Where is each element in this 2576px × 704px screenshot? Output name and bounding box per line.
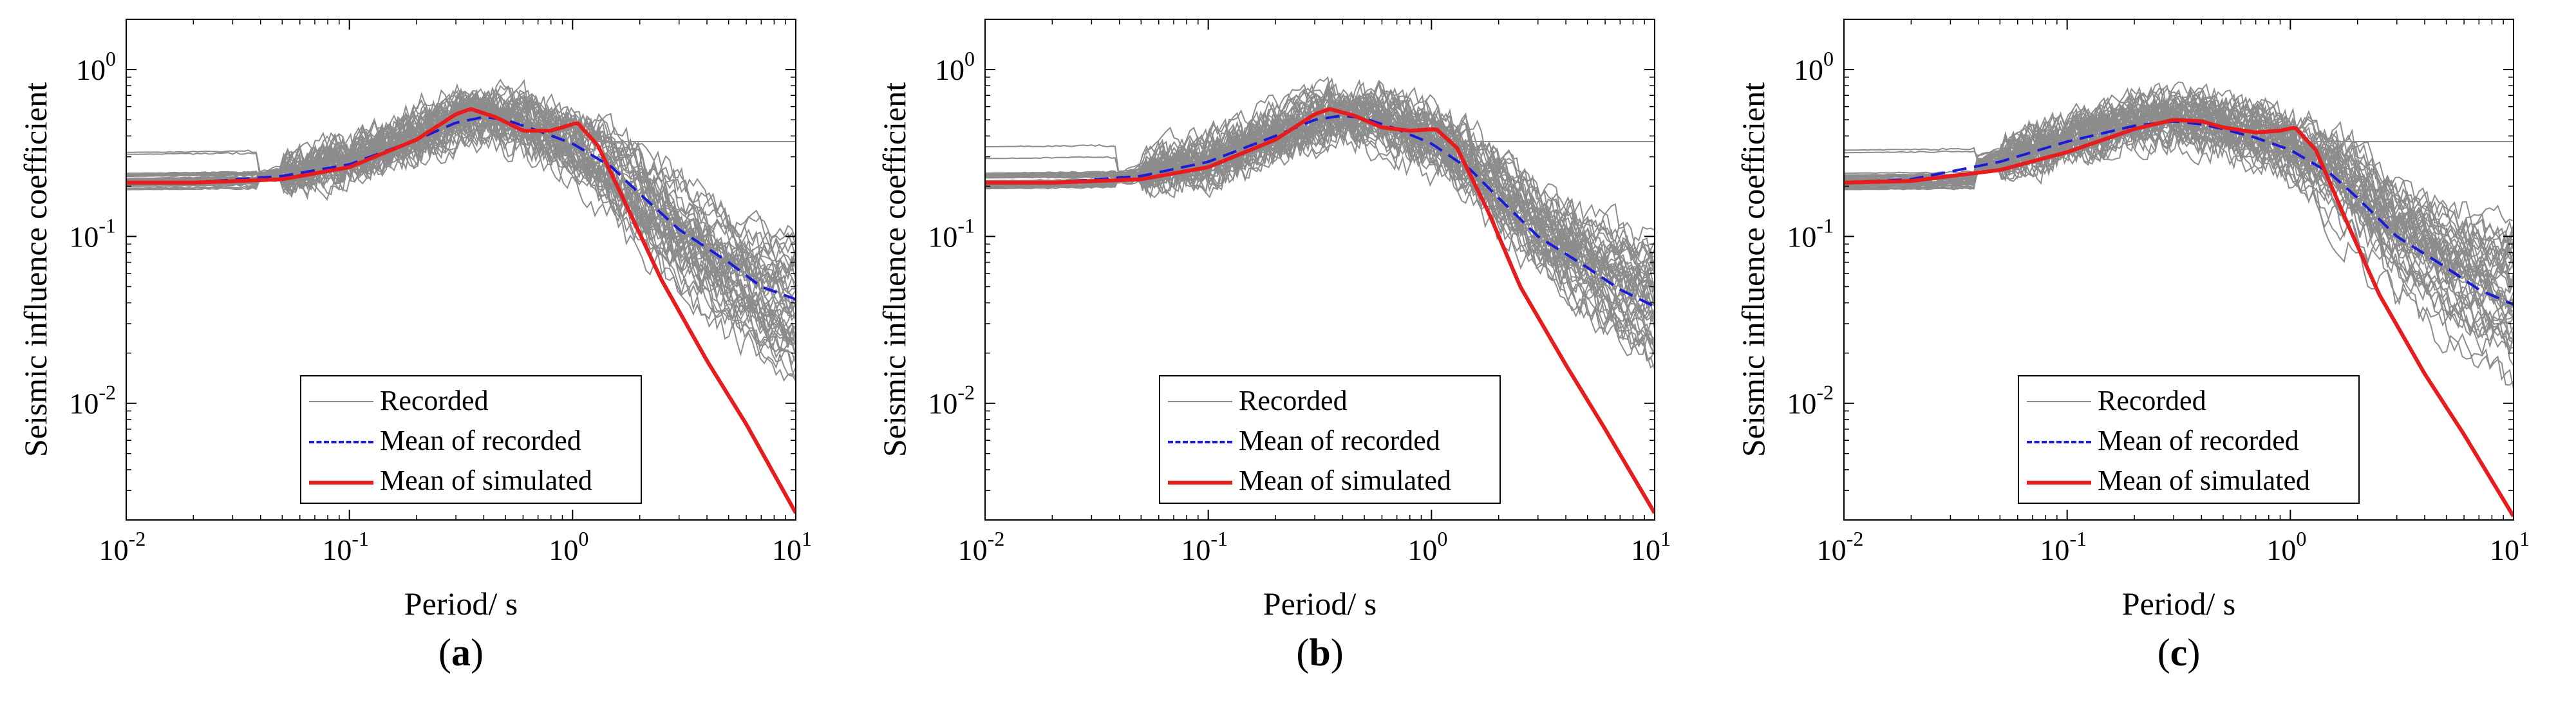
recorded-line (1844, 116, 2514, 325)
x-tick-label: 10-2 (1817, 527, 1864, 566)
recorded-series-group (126, 79, 796, 382)
recorded-line (1844, 99, 2514, 270)
legend-mean-recorded-label: Mean of recorded (380, 425, 581, 456)
legend-mean-simulated-label: Mean of simulated (380, 465, 592, 496)
legend-mean-recorded-label: Mean of recorded (1239, 425, 1440, 456)
x-axis-label: Period/ s (1263, 586, 1377, 622)
mean-simulated-line (1844, 118, 2514, 518)
y-axis-label: Seismic influence coefficient (1735, 82, 1771, 457)
recorded-line (985, 114, 1655, 322)
x-tick-label: 10-1 (2040, 527, 2087, 566)
panel-letter: a (451, 631, 471, 674)
chart-svg: 10-2 10-1 100 101 10-2 10-1 100 Period/ s Seismi… (876, 19, 1671, 622)
y-tick-label: 10-1 (69, 214, 116, 253)
recorded-line (1844, 88, 2514, 337)
legend-mean-simulated-label: Mean of simulated (1239, 465, 1451, 496)
panel-letter: c (2170, 631, 2188, 674)
recorded-line (1844, 96, 2514, 366)
legend-recorded-swatch (1168, 401, 1232, 402)
legend-recorded-label: Recorded (380, 385, 489, 416)
recorded-line (985, 110, 1655, 346)
legend: Recorded Mean of recorded Mean of simulate… (2018, 375, 2360, 504)
legend: Recorded Mean of recorded Mean of simulate… (1159, 375, 1501, 504)
y-tick-label: 10-2 (928, 381, 975, 420)
legend-mean-simulated-row: Mean of simulated (1160, 461, 1500, 500)
axes-box (1843, 19, 2514, 521)
legend-mean-recorded-label: Mean of recorded (2098, 425, 2299, 456)
panel-label: (c) (2157, 631, 2201, 674)
legend-mean-simulated-swatch (1168, 481, 1232, 485)
legend-recorded-swatch (309, 401, 373, 402)
legend-mean-simulated-row: Mean of simulated (301, 461, 641, 500)
recorded-line (1844, 115, 2514, 386)
axes-box (984, 19, 1655, 521)
recorded-series-group (1844, 81, 2514, 389)
legend-recorded-swatch (2027, 401, 2091, 402)
legend-mean-recorded-row: Mean of recorded (2019, 421, 2358, 460)
panel-label: (b) (1296, 631, 1344, 674)
mean-simulated-line (126, 107, 796, 514)
legend-mean-simulated-row: Mean of simulated (2019, 461, 2358, 500)
x-tick-label: 10-2 (99, 527, 146, 566)
panel-letter: b (1309, 631, 1331, 674)
legend-recorded-row: Recorded (2019, 382, 2358, 420)
legend-mean-recorded-swatch (2027, 441, 2091, 443)
legend-mean-simulated-label: Mean of simulated (2098, 465, 2310, 496)
mean-simulated-line (985, 107, 1655, 514)
chart-svg: 10-2 10-1 100 101 10-2 10-1 100 Period/ s Seismi… (1735, 19, 2530, 622)
y-tick-label: 10-1 (928, 214, 975, 253)
panel-label: (a) (438, 631, 484, 674)
recorded-series-group (985, 76, 1655, 370)
x-axis-label: Period/ s (404, 586, 518, 622)
x-tick-label: 101 (2490, 527, 2530, 566)
x-axis-label: Period/ s (2122, 586, 2235, 622)
x-tick-label: 100 (1407, 527, 1447, 566)
recorded-line (985, 79, 1655, 356)
legend-mean-recorded-swatch (1168, 441, 1232, 443)
recorded-line (126, 94, 796, 311)
x-tick-label: 10-1 (1181, 527, 1228, 566)
recorded-line (1844, 101, 2514, 255)
x-tick-label: 101 (772, 527, 812, 566)
y-tick-label: 100 (76, 47, 116, 86)
y-tick-label: 100 (935, 47, 975, 86)
panel-b: 10-2 10-1 100 101 10-2 10-1 100 Period/ s Seismi… (859, 0, 1718, 704)
y-tick-label: 10-2 (1787, 381, 1834, 420)
legend-recorded-row: Recorded (301, 382, 641, 420)
legend-recorded-row: Recorded (1160, 382, 1500, 420)
x-tick-label: 10-1 (322, 527, 369, 566)
recorded-line (985, 79, 1655, 321)
legend-mean-simulated-swatch (309, 481, 373, 485)
panel-c: 10-2 10-1 100 101 10-2 10-1 100 Period/ s Seismi… (1718, 0, 2576, 704)
axes-box (126, 19, 796, 521)
x-tick-label: 100 (2266, 527, 2306, 566)
legend: Recorded Mean of recorded Mean of simulate… (300, 375, 642, 504)
legend-mean-simulated-swatch (2027, 481, 2091, 485)
x-tick-label: 10-2 (958, 527, 1005, 566)
chart-svg: 10-2 10-1 100 101 10-2 10-1 100 Period/ s Seismi… (17, 19, 812, 622)
y-axis-label: Seismic influence coefficient (17, 82, 53, 457)
panel-a: 10-2 10-1 100 101 10-2 10-1 100 Period/ s Seismi… (0, 0, 859, 704)
x-tick-label: 101 (1631, 527, 1671, 566)
legend-mean-recorded-row: Mean of recorded (1160, 421, 1500, 460)
x-tick-label: 100 (549, 527, 588, 566)
y-tick-label: 10-2 (69, 381, 116, 420)
recorded-line (985, 83, 1655, 307)
y-tick-label: 100 (1794, 47, 1834, 86)
y-axis-label: Seismic influence coefficient (876, 82, 912, 457)
legend-recorded-label: Recorded (2098, 385, 2206, 416)
legend-mean-recorded-row: Mean of recorded (301, 421, 641, 460)
y-tick-label: 10-1 (1787, 214, 1834, 253)
recorded-line (126, 96, 796, 357)
legend-mean-recorded-swatch (309, 441, 373, 443)
legend-recorded-label: Recorded (1239, 385, 1348, 416)
